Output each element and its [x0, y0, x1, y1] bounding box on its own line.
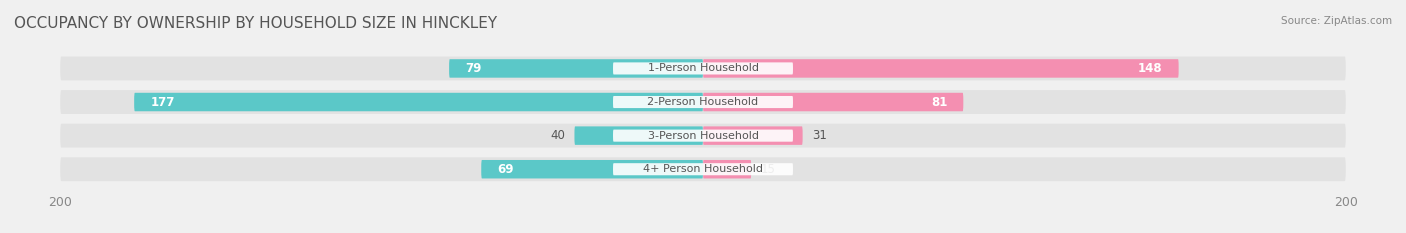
- FancyBboxPatch shape: [613, 96, 793, 108]
- Text: 15: 15: [761, 163, 776, 176]
- Text: 31: 31: [813, 129, 827, 142]
- FancyBboxPatch shape: [60, 57, 1346, 80]
- FancyBboxPatch shape: [134, 93, 703, 111]
- FancyBboxPatch shape: [613, 130, 793, 142]
- FancyBboxPatch shape: [575, 126, 703, 145]
- Text: Source: ZipAtlas.com: Source: ZipAtlas.com: [1281, 16, 1392, 26]
- Text: 79: 79: [465, 62, 482, 75]
- FancyBboxPatch shape: [703, 126, 803, 145]
- Text: 3-Person Household: 3-Person Household: [648, 131, 758, 141]
- FancyBboxPatch shape: [60, 90, 1346, 114]
- FancyBboxPatch shape: [613, 62, 793, 75]
- FancyBboxPatch shape: [60, 124, 1346, 147]
- Text: 2-Person Household: 2-Person Household: [647, 97, 759, 107]
- Text: 40: 40: [550, 129, 565, 142]
- FancyBboxPatch shape: [703, 93, 963, 111]
- FancyBboxPatch shape: [613, 163, 793, 175]
- Text: 148: 148: [1137, 62, 1163, 75]
- FancyBboxPatch shape: [60, 157, 1346, 181]
- Text: OCCUPANCY BY OWNERSHIP BY HOUSEHOLD SIZE IN HINCKLEY: OCCUPANCY BY OWNERSHIP BY HOUSEHOLD SIZE…: [14, 16, 498, 31]
- Text: 81: 81: [931, 96, 948, 109]
- FancyBboxPatch shape: [481, 160, 703, 178]
- Text: 177: 177: [150, 96, 174, 109]
- FancyBboxPatch shape: [703, 160, 751, 178]
- Text: 1-Person Household: 1-Person Household: [648, 63, 758, 73]
- Text: 69: 69: [498, 163, 513, 176]
- FancyBboxPatch shape: [449, 59, 703, 78]
- FancyBboxPatch shape: [703, 59, 1178, 78]
- Text: 4+ Person Household: 4+ Person Household: [643, 164, 763, 174]
